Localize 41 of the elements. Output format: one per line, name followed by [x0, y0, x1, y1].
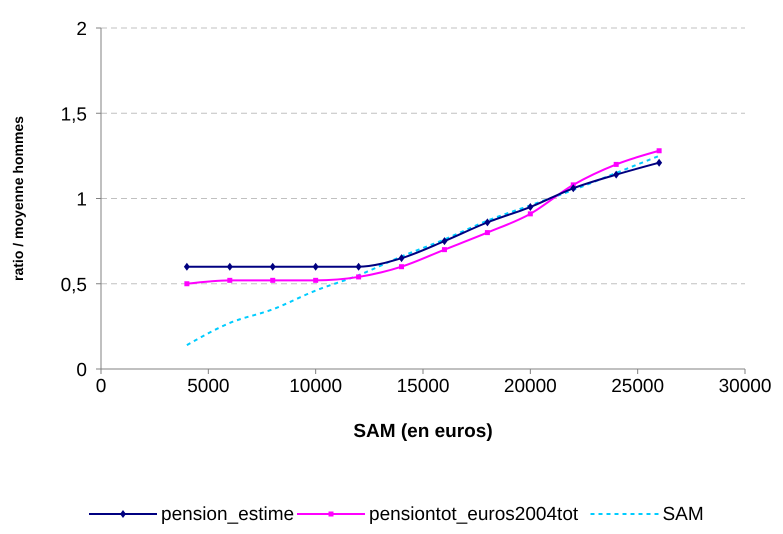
- point: [441, 237, 448, 246]
- y-tick-label: 0: [76, 360, 87, 381]
- y-tick-label: 0,5: [60, 274, 87, 296]
- point: [313, 278, 318, 283]
- point: [570, 184, 576, 192]
- x-tick-label: 15000: [396, 376, 450, 397]
- y-tick-label: 2: [76, 19, 87, 40]
- point: [442, 247, 447, 252]
- legend-label: SAM: [662, 504, 704, 525]
- point: [656, 148, 662, 154]
- x-tick-label: 0: [96, 376, 106, 397]
- x-tick-label: 5000: [187, 376, 230, 397]
- point: [398, 254, 405, 262]
- legend-label: pension_estime: [161, 504, 294, 525]
- point: [356, 274, 362, 280]
- x-tick-label: 20000: [504, 376, 557, 397]
- point: [270, 278, 276, 283]
- point: [184, 262, 190, 271]
- point: [484, 230, 490, 236]
- y-tick-label: 1: [76, 190, 87, 210]
- point: [528, 211, 533, 216]
- x-tick-label: 10000: [289, 376, 342, 397]
- point: [226, 262, 233, 271]
- point: [184, 281, 190, 286]
- point: [613, 170, 620, 179]
- x-tick-label: 30000: [718, 376, 772, 397]
- point: [656, 158, 662, 167]
- y-tick-label: 1,5: [60, 104, 87, 126]
- point: [270, 262, 276, 271]
- point: [356, 262, 362, 271]
- x-tick-label: 25000: [611, 376, 664, 397]
- point: [527, 203, 534, 212]
- point: [399, 264, 404, 270]
- point: [484, 218, 490, 226]
- line-series: [186, 154, 660, 346]
- point: [312, 262, 319, 271]
- point: [227, 278, 232, 283]
- point: [614, 162, 619, 167]
- legend-label: pensiontot_euros2004tot: [369, 504, 579, 525]
- y-axis-title: ratio / moyenne hommes: [10, 116, 26, 281]
- x-axis-title: SAM (en euros): [353, 421, 493, 442]
